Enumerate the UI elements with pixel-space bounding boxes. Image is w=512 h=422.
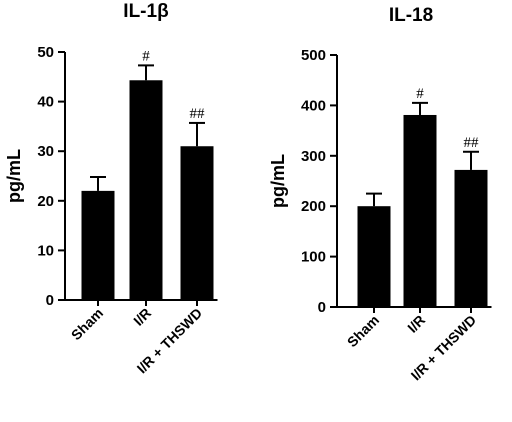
significance-annotation: # [416,86,424,102]
y-tick-label: 100 [301,249,326,266]
bar-i-r [129,80,163,300]
bar-sham [357,206,391,307]
chart-title: IL-1β [123,1,168,22]
y-axis-label: pg/mL [4,149,24,203]
category-label: I/R [130,305,154,329]
significance-annotation: ## [464,135,480,151]
y-tick-label: 400 [301,97,326,114]
bar-i-r [403,114,437,307]
bar-sham [81,190,115,300]
y-tick-label: 50 [37,44,54,61]
y-tick-label: 10 [37,242,54,259]
y-tick-label: 0 [318,299,326,316]
chart-title: IL-18 [389,5,433,26]
category-label: Sham [344,312,382,350]
category-label: I/R [404,312,428,336]
category-label: Sham [68,305,106,343]
y-tick-label: 500 [301,47,326,64]
bar-i-r-thswd [180,146,214,300]
y-tick-label: 30 [37,143,54,160]
y-tick-label: 200 [301,198,326,215]
significance-annotation: # [142,48,150,64]
y-tick-label: 40 [37,94,54,111]
y-tick-label: 20 [37,193,54,210]
bar-i-r-thswd [454,169,488,307]
significance-annotation: ## [190,106,206,122]
y-axis-label: pg/mL [268,154,288,208]
y-tick-label: 300 [301,148,326,165]
y-tick-label: 0 [46,292,54,309]
